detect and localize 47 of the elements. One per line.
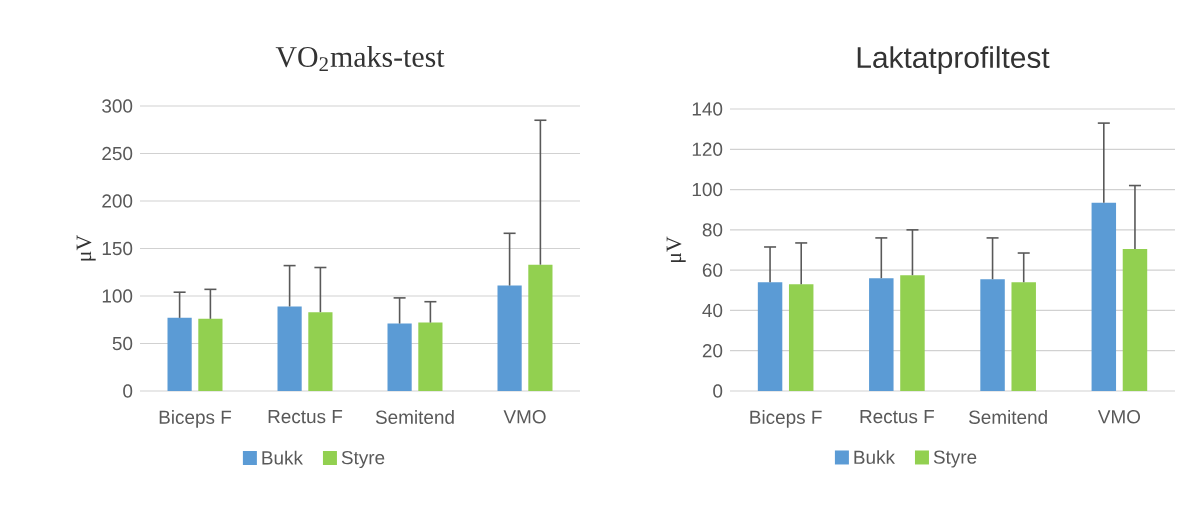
chart-title: VO$_{2}$maks-test xyxy=(275,45,445,71)
y-tick-label: 80 xyxy=(702,223,723,237)
chart-title: Laktatprofiltest xyxy=(857,46,1050,74)
y-tick-label: 100 xyxy=(102,289,133,303)
bar xyxy=(900,275,925,391)
y-tick-label: 100 xyxy=(692,182,723,197)
bar xyxy=(497,285,522,391)
x-tick-label: Biceps F xyxy=(750,410,822,428)
x-tick-label: Rectus F xyxy=(860,410,934,424)
bar xyxy=(788,284,814,391)
x-tick-label: VMO xyxy=(1097,410,1141,424)
y-axis-title: μV xyxy=(76,234,96,261)
y-tick-label: 250 xyxy=(102,146,133,161)
bar xyxy=(418,322,443,391)
x-tick-label: Semitend xyxy=(969,410,1047,424)
y-tick-label: 300 xyxy=(102,99,133,113)
bar xyxy=(1011,282,1036,391)
y-tick-label: 200 xyxy=(102,194,133,208)
bar xyxy=(198,318,223,391)
y-tick-label: 0 xyxy=(713,384,723,398)
legend-label: Bukk xyxy=(854,450,895,465)
bar xyxy=(1122,248,1148,391)
legend-label: Bukk xyxy=(262,450,303,465)
legend-label: Styre xyxy=(933,450,977,468)
y-axis-title: μV xyxy=(666,236,686,263)
x-tick-label: Biceps F xyxy=(159,410,232,428)
legend-label: Styre xyxy=(341,450,385,469)
bar xyxy=(387,323,412,391)
bar xyxy=(528,264,553,391)
x-tick-label: Semitend xyxy=(375,410,454,424)
y-tick-label: 0 xyxy=(123,384,133,398)
bar xyxy=(308,312,333,391)
y-tick-label: 150 xyxy=(102,241,133,256)
bar xyxy=(869,278,894,391)
bar xyxy=(980,279,1005,391)
bar xyxy=(1091,202,1117,391)
y-tick-label: 120 xyxy=(692,142,723,156)
y-tick-label: 20 xyxy=(702,344,723,358)
y-tick-label: 50 xyxy=(112,336,133,351)
bar xyxy=(167,317,192,391)
y-tick-label: 40 xyxy=(702,303,723,318)
bar xyxy=(757,282,783,391)
y-tick-label: 60 xyxy=(702,263,723,277)
y-tick-label: 140 xyxy=(692,102,723,116)
bar xyxy=(277,306,302,391)
x-tick-label: VMO xyxy=(503,410,546,424)
x-tick-label: Rectus F xyxy=(268,410,343,424)
